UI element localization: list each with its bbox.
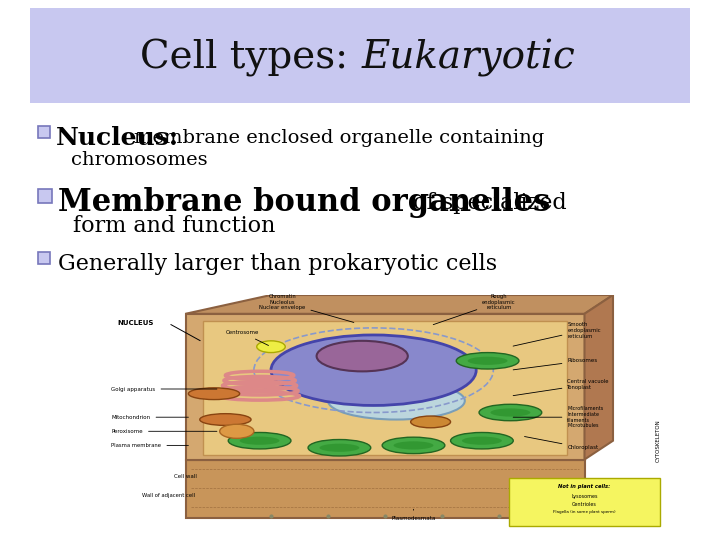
Ellipse shape xyxy=(479,404,541,421)
FancyBboxPatch shape xyxy=(30,8,690,103)
Ellipse shape xyxy=(240,436,279,445)
FancyBboxPatch shape xyxy=(38,126,50,138)
Text: Rough
endoplasmic
reticulum: Rough endoplasmic reticulum xyxy=(433,294,516,325)
Text: Not in plant cells:: Not in plant cells: xyxy=(559,484,611,489)
Text: form and function: form and function xyxy=(73,215,275,237)
Text: membrane enclosed organelle containing: membrane enclosed organelle containing xyxy=(134,129,544,147)
Ellipse shape xyxy=(199,414,251,426)
Text: Flagella (in some plant sperm): Flagella (in some plant sperm) xyxy=(553,510,616,514)
Ellipse shape xyxy=(189,388,240,400)
Text: Microfilaments
Intermediate
filaments
Microtubules: Microfilaments Intermediate filaments Mi… xyxy=(513,406,603,428)
Polygon shape xyxy=(585,295,613,460)
Ellipse shape xyxy=(317,341,408,372)
Text: Wall of adjacent cell: Wall of adjacent cell xyxy=(142,493,195,498)
Text: Central vacuole
Tonoplast: Central vacuole Tonoplast xyxy=(513,379,609,396)
Ellipse shape xyxy=(328,382,465,420)
Polygon shape xyxy=(186,295,613,314)
Text: Ribosomes: Ribosomes xyxy=(513,359,598,370)
Text: Plasmodesmata: Plasmodesmata xyxy=(391,509,436,521)
Text: Chloroplast: Chloroplast xyxy=(525,436,598,450)
Text: Eukaryotic: Eukaryotic xyxy=(362,39,576,77)
Text: Generally larger than prokaryotic cells: Generally larger than prokaryotic cells xyxy=(58,253,497,275)
Ellipse shape xyxy=(410,416,451,428)
Ellipse shape xyxy=(462,436,502,445)
Polygon shape xyxy=(186,314,585,460)
FancyBboxPatch shape xyxy=(38,252,50,264)
Text: Centrioles: Centrioles xyxy=(572,502,597,507)
Text: Peroxisome: Peroxisome xyxy=(112,429,217,434)
Text: Centrosome: Centrosome xyxy=(225,330,269,346)
Text: Nucleus:: Nucleus: xyxy=(56,126,179,150)
Ellipse shape xyxy=(456,353,519,369)
Ellipse shape xyxy=(394,441,433,449)
Text: of specialized: of specialized xyxy=(406,192,567,214)
Text: Cell types:: Cell types: xyxy=(140,39,360,77)
Ellipse shape xyxy=(490,408,531,417)
Ellipse shape xyxy=(271,335,476,406)
Text: Plasma membrane: Plasma membrane xyxy=(112,443,189,448)
Text: Smooth
endoplasmic
reticulum: Smooth endoplasmic reticulum xyxy=(513,322,601,346)
Text: Mitochondrion: Mitochondrion xyxy=(112,415,189,420)
Ellipse shape xyxy=(468,357,508,365)
Text: CYTOSKELETON: CYTOSKELETON xyxy=(656,420,661,462)
Text: Lysosomes: Lysosomes xyxy=(571,494,598,498)
Text: chromosomes: chromosomes xyxy=(71,151,207,169)
FancyBboxPatch shape xyxy=(509,477,660,526)
Text: Golgi apparatus: Golgi apparatus xyxy=(112,387,217,392)
Ellipse shape xyxy=(382,437,445,454)
Text: Membrane bound organelles: Membrane bound organelles xyxy=(58,187,550,219)
Polygon shape xyxy=(202,321,567,455)
Circle shape xyxy=(257,341,285,353)
Ellipse shape xyxy=(228,433,291,449)
FancyBboxPatch shape xyxy=(38,189,52,203)
Ellipse shape xyxy=(308,440,371,456)
Polygon shape xyxy=(186,460,585,518)
Text: Cell wall: Cell wall xyxy=(174,474,197,480)
Ellipse shape xyxy=(320,444,359,452)
Text: Chromatin
Nucleolus
Nuclear envelope: Chromatin Nucleolus Nuclear envelope xyxy=(259,294,354,322)
Circle shape xyxy=(220,424,254,438)
Text: NUCLEUS: NUCLEUS xyxy=(117,320,153,326)
Ellipse shape xyxy=(451,433,513,449)
